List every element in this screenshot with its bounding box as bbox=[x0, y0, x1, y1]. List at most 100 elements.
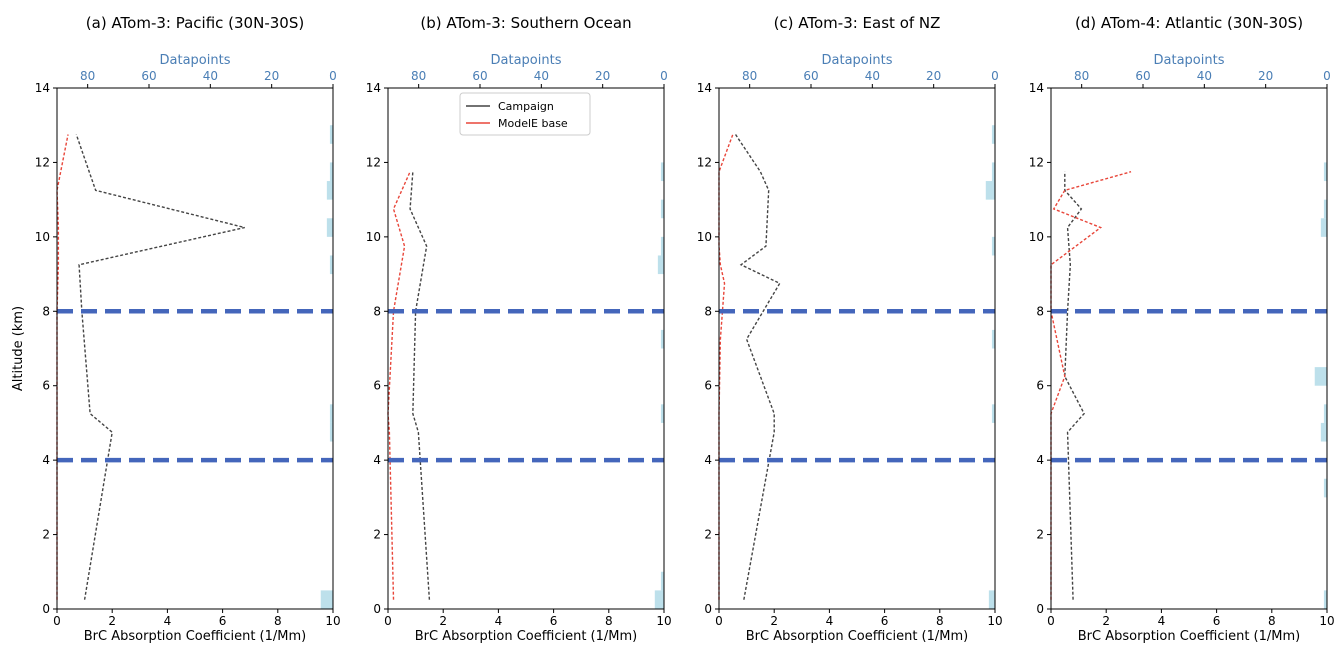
datapoints-bar bbox=[326, 218, 333, 237]
y-tick-label: 14 bbox=[1029, 81, 1044, 95]
axes-frame bbox=[56, 87, 334, 610]
panel-2: (b) ATom-3: Southern Ocean Datapoints BrC … bbox=[366, 14, 672, 644]
y-tick-label: 4 bbox=[1036, 453, 1044, 467]
datapoints-bar bbox=[320, 590, 333, 609]
top-axis-label: Datapoints bbox=[491, 53, 562, 68]
legend-box bbox=[459, 92, 591, 136]
x-tick-label: 0 bbox=[53, 614, 61, 628]
x-tick-label: 6 bbox=[1213, 614, 1221, 628]
datapoints-bar bbox=[1323, 478, 1327, 498]
datapoints-bar bbox=[329, 422, 333, 442]
x-tick-label: 4 bbox=[1158, 614, 1166, 628]
modele-base-line bbox=[718, 134, 734, 600]
datapoints-bar bbox=[657, 255, 664, 275]
datapoints-bar bbox=[329, 125, 333, 144]
x-tick-label: 0 bbox=[1047, 614, 1055, 628]
axes-frame bbox=[718, 87, 996, 610]
y-tick-label: 6 bbox=[1036, 379, 1044, 393]
top-tick-label: 20 bbox=[1258, 69, 1273, 83]
top-tick-label: 40 bbox=[1197, 69, 1212, 83]
x-tick-label: 6 bbox=[881, 614, 889, 628]
datapoints-bar bbox=[660, 404, 664, 423]
datapoints-bar bbox=[991, 125, 995, 144]
y-tick-label: 6 bbox=[373, 379, 381, 393]
y-tick-label: 4 bbox=[42, 453, 50, 467]
datapoints-bar bbox=[660, 571, 664, 591]
axes-frame bbox=[1050, 87, 1328, 610]
x-tick-label: 8 bbox=[1268, 614, 1276, 628]
top-tick-label: 60 bbox=[1135, 69, 1150, 83]
y-tick-label: 6 bbox=[704, 379, 712, 393]
x-tick-label: 2 bbox=[439, 614, 447, 628]
datapoints-bar bbox=[1323, 590, 1327, 609]
y-tick-label: 8 bbox=[1036, 304, 1044, 318]
top-axis-label: Datapoints bbox=[1154, 53, 1225, 68]
x-axis-label: BrC Absorption Coefficient (1/Mm) bbox=[84, 629, 306, 644]
datapoints-bar bbox=[326, 181, 333, 200]
x-tick-label: 2 bbox=[108, 614, 116, 628]
y-tick-label: 2 bbox=[704, 528, 712, 542]
datapoints-bar bbox=[660, 329, 664, 349]
modele-base-line bbox=[387, 171, 411, 600]
y-axis-label: Altitude (km) bbox=[11, 306, 26, 391]
x-axis-label: BrC Absorption Coefficient (1/Mm) bbox=[415, 629, 637, 644]
y-tick-label: 12 bbox=[697, 155, 712, 169]
y-tick-label: 0 bbox=[704, 602, 712, 616]
top-tick-label: 0 bbox=[660, 69, 668, 83]
x-tick-label: 6 bbox=[219, 614, 227, 628]
top-tick-label: 20 bbox=[926, 69, 941, 83]
y-tick-label: 10 bbox=[35, 230, 50, 244]
datapoints-bar bbox=[660, 199, 664, 219]
x-tick-label: 10 bbox=[325, 614, 340, 628]
datapoints-bar bbox=[991, 329, 995, 349]
datapoints-bar bbox=[1323, 162, 1327, 182]
panel-1: (a) ATom-3: Pacific (30N-30S) Datapoints B… bbox=[35, 14, 341, 644]
panel-title: (d) ATom-4: Atlantic (30N-30S) bbox=[1075, 14, 1303, 32]
legend-label: ModelE base bbox=[498, 117, 568, 130]
panel-title: (c) ATom-3: East of NZ bbox=[774, 14, 941, 32]
datapoints-bar bbox=[1320, 218, 1327, 237]
y-tick-label: 4 bbox=[704, 453, 712, 467]
legend: Campaign ModelE base bbox=[459, 92, 591, 136]
campaign-line bbox=[75, 134, 245, 600]
x-tick-label: 8 bbox=[936, 614, 944, 628]
datapoints-bar bbox=[1320, 422, 1327, 442]
datapoints-bar bbox=[329, 404, 333, 423]
top-tick-label: 0 bbox=[991, 69, 999, 83]
y-tick-label: 2 bbox=[373, 528, 381, 542]
top-tick-label: 40 bbox=[203, 69, 218, 83]
top-tick-label: 20 bbox=[264, 69, 279, 83]
datapoints-bar bbox=[660, 236, 664, 256]
x-tick-label: 0 bbox=[715, 614, 723, 628]
top-tick-label: 20 bbox=[595, 69, 610, 83]
y-tick-label: 8 bbox=[373, 304, 381, 318]
y-tick-label: 2 bbox=[1036, 528, 1044, 542]
datapoints-bar bbox=[991, 404, 995, 423]
top-tick-label: 60 bbox=[803, 69, 818, 83]
top-tick-label: 60 bbox=[141, 69, 156, 83]
x-tick-label: 10 bbox=[1319, 614, 1334, 628]
y-tick-label: 8 bbox=[42, 304, 50, 318]
datapoints-bar bbox=[991, 162, 995, 182]
x-tick-label: 10 bbox=[987, 614, 1002, 628]
y-tick-label: 14 bbox=[366, 81, 381, 95]
y-tick-label: 10 bbox=[1029, 230, 1044, 244]
panel-4: (d) ATom-4: Atlantic (30N-30S) Datapoints… bbox=[1029, 14, 1335, 644]
datapoints-bar bbox=[329, 162, 333, 182]
x-tick-label: 0 bbox=[384, 614, 392, 628]
y-tick-label: 0 bbox=[1036, 602, 1044, 616]
y-tick-label: 14 bbox=[697, 81, 712, 95]
campaign-line bbox=[409, 171, 431, 600]
top-axis-label: Datapoints bbox=[160, 53, 231, 68]
y-tick-label: 12 bbox=[35, 155, 50, 169]
legend-label: Campaign bbox=[498, 100, 554, 113]
y-tick-label: 10 bbox=[366, 230, 381, 244]
x-tick-label: 8 bbox=[274, 614, 282, 628]
top-tick-label: 0 bbox=[329, 69, 337, 83]
datapoints-bar bbox=[988, 590, 995, 609]
y-tick-label: 4 bbox=[373, 453, 381, 467]
x-axis-label: BrC Absorption Coefficient (1/Mm) bbox=[746, 629, 968, 644]
y-tick-label: 6 bbox=[42, 379, 50, 393]
y-tick-label: 14 bbox=[35, 81, 50, 95]
